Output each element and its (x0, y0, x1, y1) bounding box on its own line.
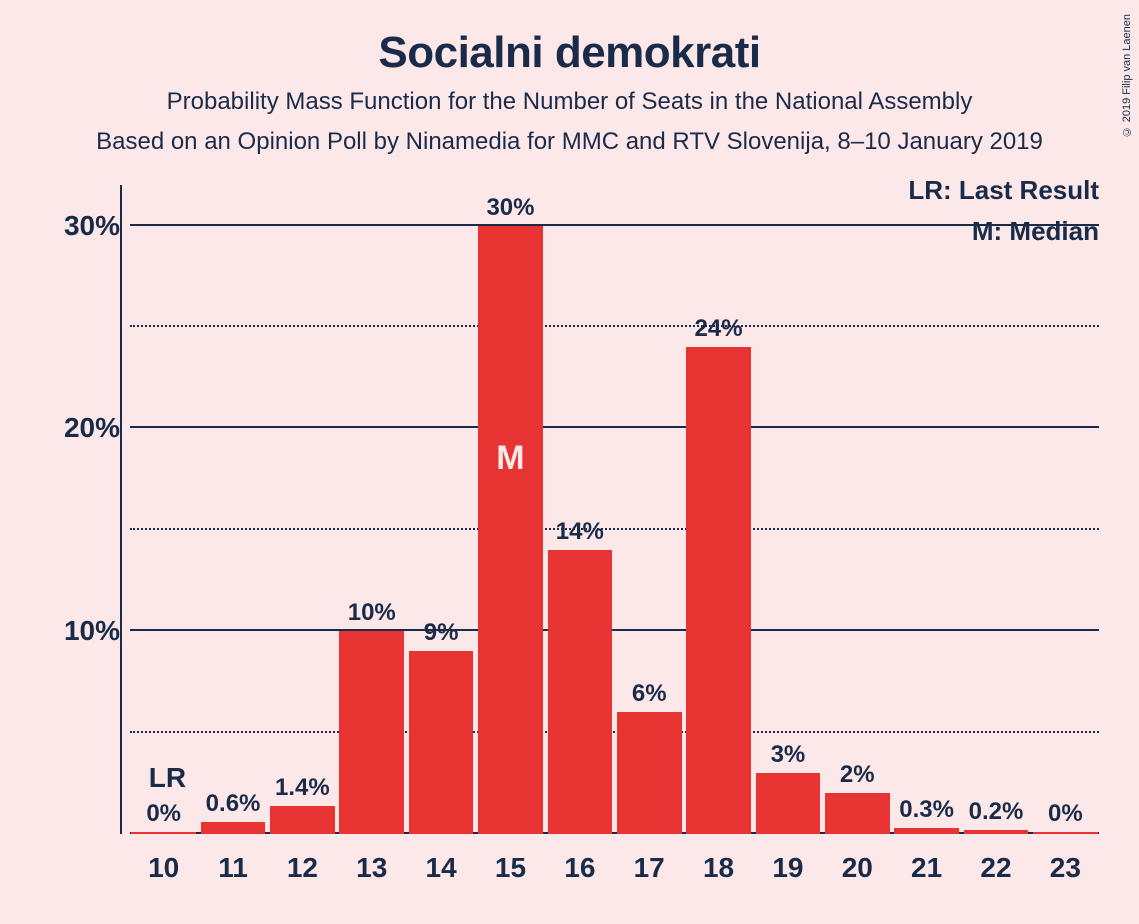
bar-value-label: 0% (1048, 800, 1083, 828)
y-axis-label: 20% (50, 412, 120, 444)
y-axis-label: 30% (50, 210, 120, 242)
x-axis-label: 20 (824, 852, 891, 884)
bar: 9% (409, 651, 474, 834)
x-axis-label: 17 (616, 852, 683, 884)
bar-value-label: 0.6% (206, 790, 261, 818)
x-axis-labels: 1011121314151617181920212223 (130, 852, 1099, 884)
bar-slot: 14% (546, 185, 613, 834)
bar: 0.3% (894, 828, 959, 834)
bar: 24% (686, 347, 751, 834)
bar-value-label: 0% (146, 800, 181, 828)
bar: 6% (617, 712, 682, 834)
x-axis-label: 19 (754, 852, 821, 884)
x-axis-label: 23 (1032, 852, 1099, 884)
bar: 0%LR (131, 832, 196, 834)
chart-area: LR: Last Result M: Median 10%20%30% 0%LR… (50, 175, 1109, 894)
y-axis (120, 185, 122, 834)
bar: 10% (339, 631, 404, 834)
bar-value-label: 0.3% (899, 796, 954, 824)
bar: 0.2% (964, 830, 1029, 834)
bar-value-label: 3% (771, 741, 806, 769)
bar-slot: 0% (1032, 185, 1099, 834)
bar-value-label: 10% (348, 599, 396, 627)
y-axis-label: 10% (50, 615, 120, 647)
bar-slot: 0.6% (199, 185, 266, 834)
bar-slot: 9% (407, 185, 474, 834)
bar-value-label: 30% (486, 194, 534, 222)
chart-subtitle-1: Probability Mass Function for the Number… (30, 88, 1109, 116)
bar: 30%M (478, 226, 543, 834)
bar-slot: 0.2% (962, 185, 1029, 834)
bar: 14% (548, 550, 613, 834)
bar-value-label: 14% (556, 518, 604, 546)
bar-slot: 30% M (477, 185, 544, 834)
x-axis-label: 10 (130, 852, 197, 884)
bar: 0% (1033, 832, 1098, 834)
bars-group: 0%LR0.6%1.4%10%9%30%M14%6%24%3%2%0.3%0.2… (130, 185, 1099, 834)
bar-slot: 6% (616, 185, 683, 834)
bar-value-label: 6% (632, 680, 667, 708)
bar-slot: 0% LR (130, 185, 197, 834)
bar-slot: 24% (685, 185, 752, 834)
x-axis-label: 22 (962, 852, 1029, 884)
bar-value-label: 0.2% (969, 798, 1024, 826)
x-axis-label: 11 (199, 852, 266, 884)
bar-slot: 1.4% (269, 185, 336, 834)
x-axis-label: 18 (685, 852, 752, 884)
bar-value-label: 2% (840, 761, 875, 789)
bar-slot: 10% (338, 185, 405, 834)
bar-slot: 2% (824, 185, 891, 834)
bar-value-label: 24% (695, 315, 743, 343)
bar: 2% (825, 793, 890, 834)
bar-value-label: 9% (424, 619, 459, 647)
bar: 1.4% (270, 806, 335, 834)
bar-value-label: 1.4% (275, 774, 330, 802)
x-axis-label: 13 (338, 852, 405, 884)
chart-title: Socialni demokrati (30, 28, 1109, 78)
bar-slot: 0.3% (893, 185, 960, 834)
bar-slot: 3% (754, 185, 821, 834)
chart-container: Socialni demokrati Probability Mass Func… (0, 0, 1139, 924)
x-axis-label: 16 (546, 852, 613, 884)
chart-subtitle-2: Based on an Opinion Poll by Ninamedia fo… (30, 128, 1109, 156)
x-axis-label: 12 (269, 852, 336, 884)
x-axis-label: 15 (477, 852, 544, 884)
lr-marker: LR (149, 762, 186, 794)
copyright-text: © 2019 Filip van Laenen (1121, 14, 1133, 137)
median-marker: M (496, 439, 524, 478)
bar: 0.6% (201, 822, 266, 834)
plot-area: 10%20%30% 0%LR0.6%1.4%10%9%30%M14%6%24%3… (130, 185, 1099, 834)
x-axis-label: 14 (407, 852, 474, 884)
bar: 3% (756, 773, 821, 834)
x-axis-label: 21 (893, 852, 960, 884)
